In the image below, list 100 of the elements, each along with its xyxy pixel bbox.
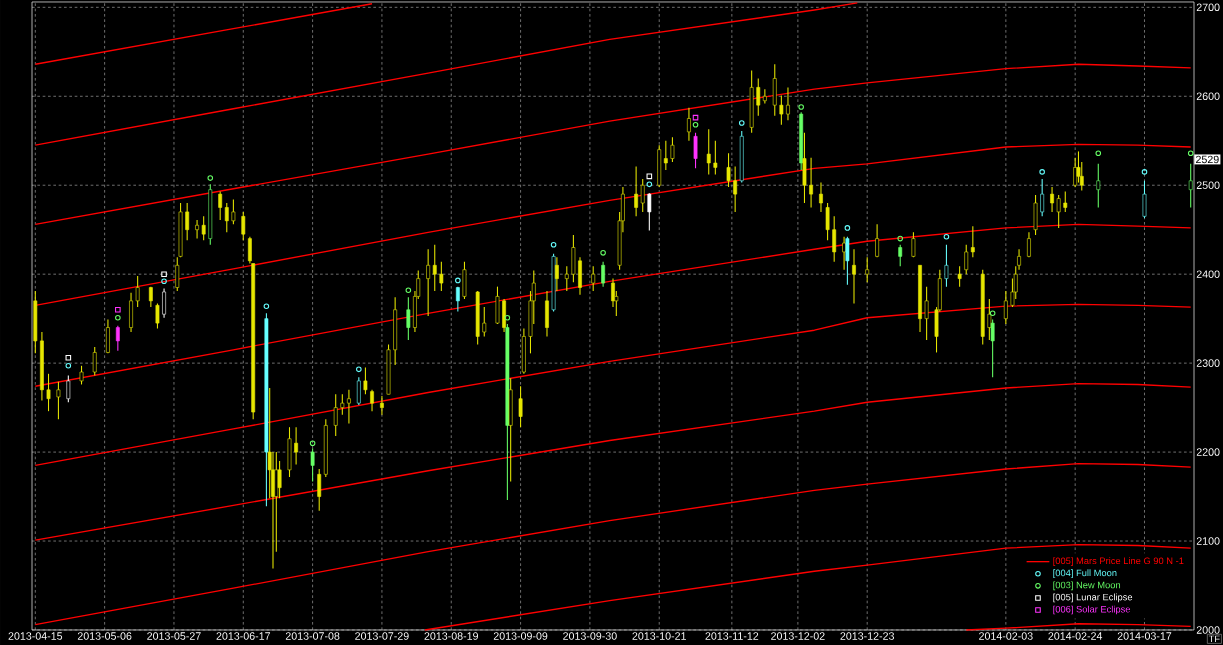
point bbox=[989, 310, 996, 317]
point bbox=[1187, 150, 1194, 157]
candlestick bbox=[1003, 290, 1008, 325]
candlestick bbox=[277, 460, 282, 499]
candlestick bbox=[762, 88, 767, 104]
candlestick bbox=[693, 132, 698, 169]
x-tick-label: 2013-12-02 bbox=[771, 632, 825, 640]
candlestick bbox=[1027, 231, 1031, 258]
point bbox=[356, 366, 362, 373]
candlestick bbox=[756, 77, 761, 117]
candlestick bbox=[155, 302, 160, 329]
candlestick bbox=[406, 296, 411, 341]
x-tick-label: 2014-02-24 bbox=[1048, 632, 1103, 640]
candlestick bbox=[185, 202, 190, 241]
x-tick-label: 2013-05-06 bbox=[77, 632, 132, 640]
candlestick bbox=[380, 395, 384, 416]
point bbox=[1039, 169, 1045, 175]
line-series bbox=[34, 63, 1192, 226]
x-tick-label: 2013-07-29 bbox=[355, 632, 409, 640]
point bbox=[504, 314, 511, 321]
candlestick bbox=[432, 244, 437, 292]
candlestick bbox=[231, 198, 236, 225]
y-tick-label: 2700 bbox=[1196, 3, 1220, 12]
legend-label: [004] Full Moon bbox=[1053, 569, 1117, 579]
candlestick bbox=[687, 107, 691, 142]
point bbox=[798, 104, 804, 110]
point bbox=[115, 306, 121, 313]
candlestick bbox=[66, 375, 71, 403]
candlestick bbox=[713, 140, 718, 176]
candlestick bbox=[640, 178, 645, 213]
line-series bbox=[965, 623, 1192, 631]
y-tick-label: 2300 bbox=[1196, 359, 1220, 367]
candlestick bbox=[79, 365, 84, 386]
candlestick bbox=[898, 244, 903, 267]
line-series bbox=[34, 2, 858, 146]
y-tick-label: 2500 bbox=[1196, 181, 1220, 189]
x-tick-label: 2013-08-19 bbox=[424, 632, 479, 640]
point bbox=[1095, 150, 1102, 157]
annotation: 2529 bbox=[1196, 155, 1219, 164]
candlestick bbox=[135, 275, 140, 308]
candlestick bbox=[964, 244, 969, 275]
candlestick bbox=[370, 389, 374, 412]
y-tick-label: 2000 bbox=[1196, 626, 1220, 634]
candlestick bbox=[601, 261, 606, 288]
candlestick bbox=[115, 325, 120, 352]
candlestick bbox=[46, 373, 51, 412]
candlestick bbox=[819, 182, 823, 213]
candlestick bbox=[957, 265, 962, 288]
point bbox=[692, 121, 699, 128]
candlestick bbox=[924, 286, 929, 341]
line-series bbox=[34, 382, 1192, 541]
candlestick bbox=[426, 248, 431, 317]
candlestick bbox=[356, 376, 361, 406]
point bbox=[263, 303, 270, 309]
point bbox=[405, 287, 412, 293]
candlestick bbox=[726, 152, 731, 188]
x-tick-label: 2014-02-03 bbox=[979, 632, 1033, 640]
point bbox=[65, 354, 72, 361]
legend-label: [003] New Moon bbox=[1053, 581, 1121, 591]
candlestick bbox=[162, 287, 166, 319]
line-series bbox=[424, 543, 1192, 631]
point bbox=[65, 362, 72, 369]
x-tick-label: 2013-09-09 bbox=[493, 632, 548, 640]
candlestick bbox=[944, 244, 949, 288]
y-tick-label: 2100 bbox=[1196, 537, 1220, 545]
x-tick-label: 2013-12-23 bbox=[840, 632, 894, 640]
candlestick bbox=[970, 225, 975, 258]
candlestick bbox=[294, 426, 298, 466]
x-tick-label: 2013-06-17 bbox=[216, 632, 271, 640]
candlestick bbox=[875, 223, 879, 258]
point bbox=[844, 225, 851, 231]
candlestick bbox=[987, 298, 992, 341]
point bbox=[738, 120, 745, 126]
candlestick bbox=[56, 381, 61, 420]
line-series bbox=[34, 462, 1192, 626]
candlestick bbox=[554, 256, 559, 292]
point bbox=[943, 234, 950, 240]
candlestick bbox=[845, 236, 850, 286]
candlestick bbox=[809, 157, 813, 208]
candlestick bbox=[865, 256, 870, 283]
candlestick bbox=[647, 192, 652, 232]
candlestick bbox=[733, 166, 738, 213]
candlestick bbox=[1017, 248, 1021, 271]
point bbox=[161, 278, 167, 285]
candlestick bbox=[224, 202, 229, 233]
legend-label: [005] Lunar Eclipse bbox=[1053, 593, 1133, 603]
point bbox=[1141, 169, 1148, 175]
candlestick bbox=[1142, 180, 1147, 219]
point bbox=[897, 235, 904, 242]
candlestick bbox=[1056, 194, 1061, 229]
candlestick bbox=[1096, 163, 1101, 208]
x-tick-label: 2013-10-21 bbox=[632, 632, 686, 640]
candlestick bbox=[195, 219, 199, 240]
candlestick bbox=[455, 286, 460, 313]
candlestick bbox=[310, 447, 315, 482]
candlestick bbox=[779, 94, 784, 126]
point bbox=[161, 271, 167, 277]
x-tick-label: 2013-09-30 bbox=[563, 632, 617, 640]
candlestick bbox=[1063, 190, 1068, 213]
candlestick bbox=[825, 202, 830, 241]
